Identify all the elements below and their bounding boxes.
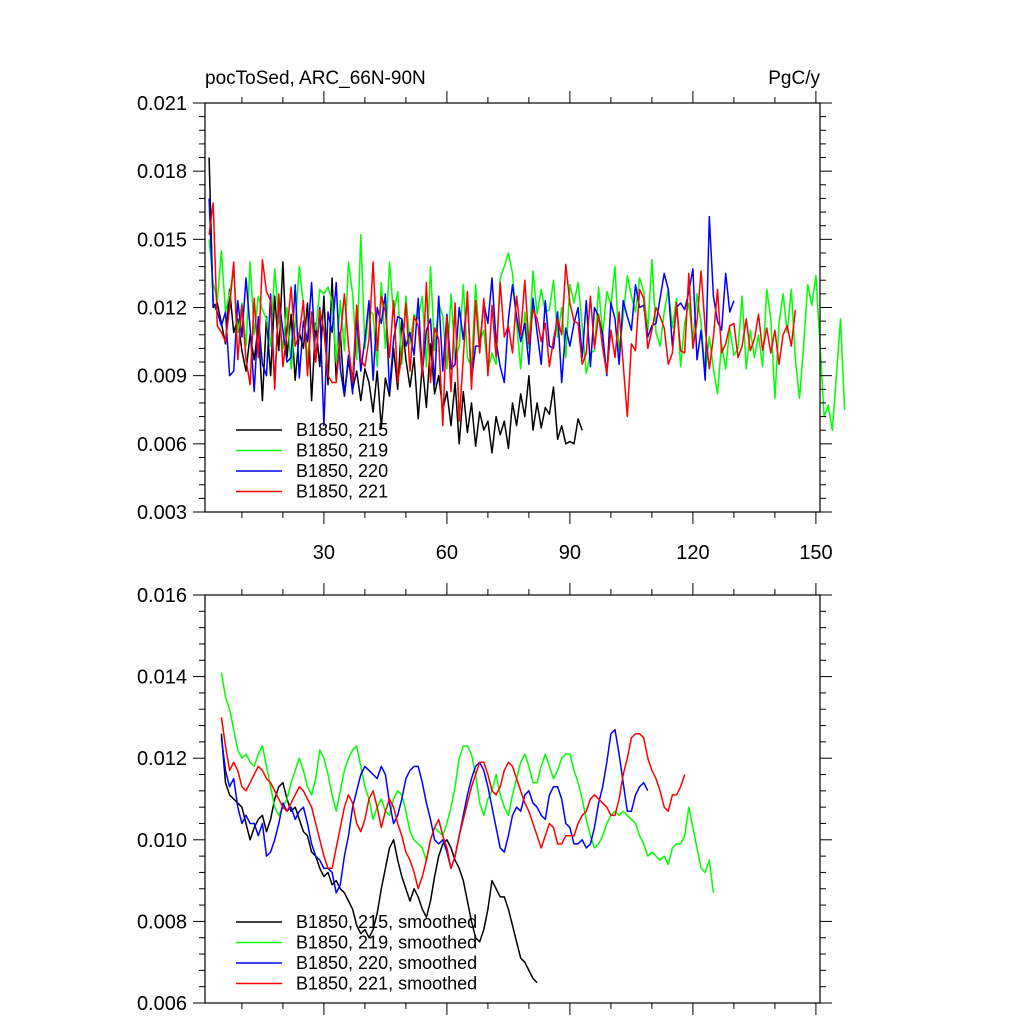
legend-label: B1850, 220, smoothed [296,953,477,973]
legend-label: B1850, 215, smoothed [296,912,477,932]
panel-1: pocToSed, ARC_66N-90N PgC/y 0.003 0.006 0.00… [137,68,846,564]
series-line-4 [208,202,797,427]
y-tick-label: 0.018 [137,161,187,183]
legend-label: B1850, 221, smoothed [296,974,477,994]
series-line-1 [208,157,583,454]
plot-frame [204,594,821,1004]
legend-label: B1850, 220 [296,461,388,481]
y-tick-label: 0.006 [137,434,187,456]
panel-2: 0.006 0.008 0.010 0.012 0.014 0.016 B1850, 215… [137,583,832,1015]
y-tick-label: 0.010 [137,830,187,852]
chart-title: pocToSed, ARC_66N-90N [205,68,426,89]
x-tick-label: 30 [313,542,335,564]
x-tick-label: 90 [559,542,581,564]
x-tick-label: 150 [799,542,832,564]
legend-label: B1850, 219 [296,441,388,461]
series-line-3 [220,728,649,894]
y-tick-label: 0.003 [137,502,187,524]
x-tick-label: 120 [676,542,709,564]
legend-label: B1850, 215 [296,420,388,440]
legend-label: B1850, 219, smoothed [296,933,477,953]
y-tick-label: 0.014 [137,667,187,689]
y-tick-label: 0.021 [137,93,187,115]
y-tick-label: 0.015 [137,229,187,251]
x-tick-label: 60 [436,542,458,564]
legend-label: B1850, 221 [296,482,388,502]
y-tick-label: 0.009 [137,366,187,388]
series-line-4 [220,717,686,890]
y-tick-label: 0.008 [137,911,187,933]
y-tick-label: 0.016 [137,585,187,607]
y-tick-label: 0.012 [137,748,187,770]
units-label: PgC/y [768,68,820,89]
y-tick-label: 0.012 [137,298,187,320]
series-line-2 [220,672,715,893]
y-tick-label: 0.006 [137,993,187,1015]
series-line-2 [208,234,846,431]
